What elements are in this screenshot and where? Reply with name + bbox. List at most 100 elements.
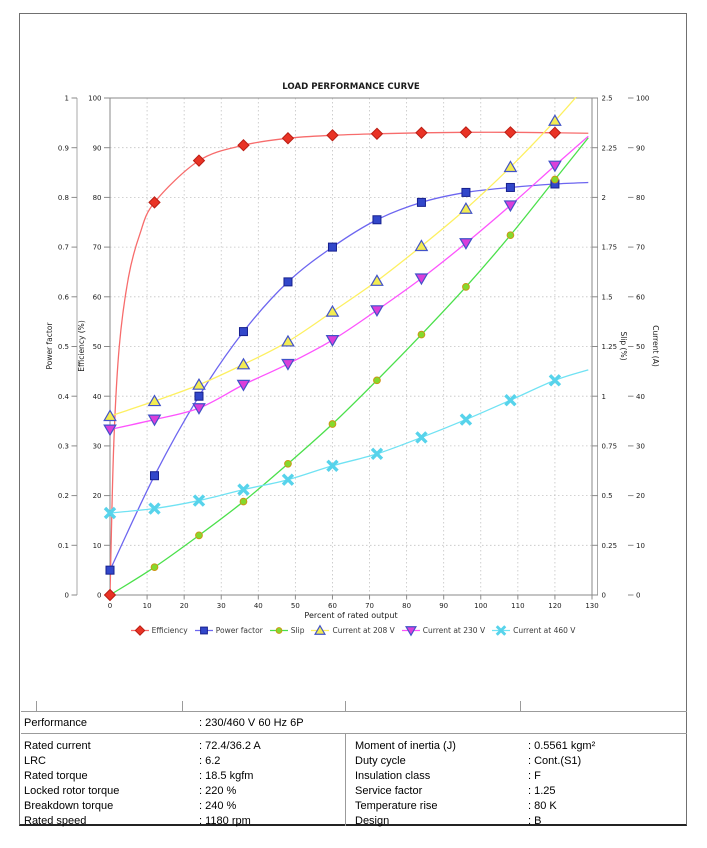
- table-row-value: : F: [528, 770, 541, 782]
- chart-title: LOAD PERFORMANCE CURVE: [282, 82, 420, 92]
- axis-title-power-factor: Power factor: [45, 322, 54, 370]
- svg-text:90: 90: [439, 602, 448, 610]
- table-row-value: : 240 %: [199, 800, 237, 812]
- axis-title-current: Current (A): [651, 325, 660, 367]
- svg-text:20: 20: [636, 492, 645, 500]
- legend-label: Current at 460 V: [513, 626, 576, 635]
- legend-item-power-factor: Power factor: [194, 624, 263, 637]
- table-row-value: : 1180 rpm: [199, 815, 251, 827]
- table-row-label: LRC: [24, 755, 47, 767]
- svg-text:50: 50: [93, 343, 102, 351]
- legend-item-current-at-230-v: Current at 230 V: [401, 624, 486, 637]
- table-column-divider: [345, 733, 346, 826]
- svg-text:0: 0: [602, 592, 606, 600]
- svg-text:100: 100: [88, 95, 101, 103]
- svg-text:1.25: 1.25: [602, 343, 618, 351]
- legend-label: Current at 230 V: [422, 626, 486, 635]
- table-row-label: Duty cycle: [355, 755, 406, 767]
- triangle-up-legend-marker-icon: [311, 624, 330, 635]
- svg-text:100: 100: [636, 95, 649, 103]
- svg-text:0.5: 0.5: [58, 343, 69, 351]
- svg-text:60: 60: [636, 293, 645, 301]
- axis-title-efficiency: Efficiency (%): [77, 320, 86, 372]
- table-label: Performance: [24, 717, 87, 729]
- legend-label: Efficiency: [151, 626, 188, 635]
- svg-text:10: 10: [636, 542, 645, 550]
- svg-text:40: 40: [93, 393, 102, 401]
- svg-text:80: 80: [636, 194, 645, 202]
- svg-text:0: 0: [636, 592, 640, 600]
- table-border: [21, 711, 687, 712]
- square-legend-marker-icon: [194, 626, 213, 635]
- x-axis-title: Percent of rated output: [304, 611, 397, 620]
- svg-text:0.3: 0.3: [58, 443, 69, 451]
- svg-text:20: 20: [180, 602, 189, 610]
- svg-text:0.2: 0.2: [58, 492, 69, 500]
- svg-text:30: 30: [636, 443, 645, 451]
- svg-text:2: 2: [602, 194, 606, 202]
- legend-item-efficiency: Efficiency: [130, 624, 188, 637]
- svg-text:0: 0: [65, 592, 69, 600]
- legend-label: Current at 208 V: [332, 626, 395, 635]
- svg-text:1.75: 1.75: [602, 244, 618, 252]
- table-strip-divider: [345, 701, 346, 711]
- triangle-down-legend-marker-icon: [401, 626, 420, 637]
- table-row-value: : 6.2: [199, 755, 221, 767]
- table-row-label: Rated current: [24, 740, 91, 752]
- table-row-label: Rated speed: [24, 815, 87, 827]
- table-row-value: : 80 K: [528, 800, 557, 812]
- svg-text:40: 40: [254, 602, 263, 610]
- table-row-label: Moment of inertia (J): [355, 740, 456, 752]
- svg-text:90: 90: [636, 144, 645, 152]
- chart-legend: Efficiency Power factor Slip Current at 208…: [19, 624, 687, 637]
- svg-text:0.25: 0.25: [602, 542, 618, 550]
- table-row-value: : 72.4/36.2 A: [199, 740, 261, 752]
- svg-text:10: 10: [93, 542, 102, 550]
- table-strip-divider: [182, 701, 183, 711]
- table-row-value: : B: [528, 815, 542, 827]
- svg-text:80: 80: [402, 602, 411, 610]
- table-row-value: : 0.5561 kgm²: [528, 740, 596, 752]
- table-row-label: Locked rotor torque: [24, 785, 120, 797]
- svg-text:2.5: 2.5: [602, 95, 613, 103]
- legend-label: Power factor: [215, 626, 263, 635]
- x-legend-marker-icon: [492, 625, 511, 636]
- svg-text:0.4: 0.4: [58, 393, 70, 401]
- svg-text:0: 0: [108, 602, 112, 610]
- table-row-value: : Cont.(S1): [528, 755, 582, 767]
- svg-text:0.5: 0.5: [602, 492, 613, 500]
- svg-text:1.5: 1.5: [602, 293, 613, 301]
- svg-text:70: 70: [93, 244, 102, 252]
- svg-text:30: 30: [93, 443, 102, 451]
- svg-text:0.1: 0.1: [58, 542, 69, 550]
- datasheet-frame: [19, 13, 687, 826]
- table-row-label: Temperature rise: [355, 800, 438, 812]
- svg-text:1: 1: [602, 393, 606, 401]
- legend-item-current-at-460-v: Current at 460 V: [492, 624, 575, 637]
- table-row-value: : 220 %: [199, 785, 237, 797]
- table-border: [21, 733, 687, 734]
- legend-label: Slip: [290, 626, 305, 635]
- svg-text:1: 1: [65, 95, 69, 103]
- svg-text:70: 70: [636, 244, 645, 252]
- table-row-label: Design: [355, 815, 390, 827]
- table-strip-divider: [36, 701, 37, 711]
- table-row-value: : 18.5 kgfm: [199, 770, 254, 782]
- svg-text:0.8: 0.8: [58, 194, 69, 202]
- table-strip-divider: [520, 701, 521, 711]
- table-row-label: Service factor: [355, 785, 423, 797]
- legend-item-current-at-208-v: Current at 208 V: [311, 624, 395, 637]
- svg-text:100: 100: [474, 602, 487, 610]
- svg-text:80: 80: [93, 194, 102, 202]
- svg-text:0.6: 0.6: [58, 293, 70, 301]
- svg-text:120: 120: [548, 602, 561, 610]
- svg-text:0.7: 0.7: [58, 244, 69, 252]
- table-row-label: Rated torque: [24, 770, 88, 782]
- load-performance-chart: LOAD PERFORMANCE CURVE 1 0.9 0.8 0.7 0.6 0.5 0…: [45, 82, 660, 620]
- svg-text:130: 130: [585, 602, 598, 610]
- axis-title-slip: Slip (%): [619, 331, 628, 360]
- svg-text:2.25: 2.25: [602, 144, 618, 152]
- svg-text:110: 110: [511, 602, 524, 610]
- table-row-label: Breakdown torque: [24, 800, 114, 812]
